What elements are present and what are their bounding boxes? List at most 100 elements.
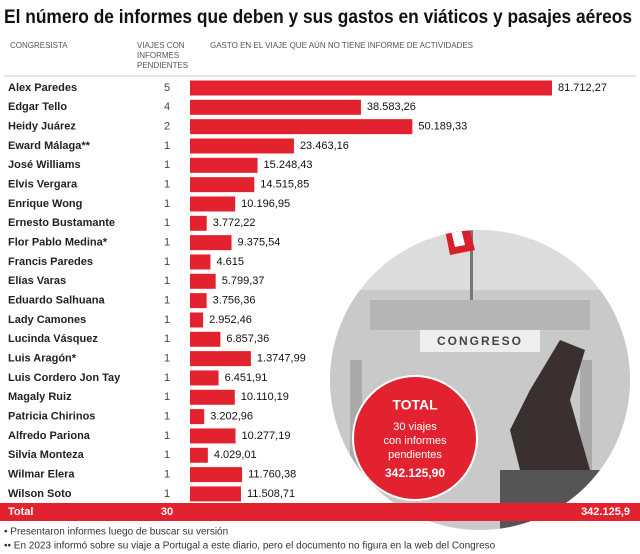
congress-member: Silvia Monteza xyxy=(8,449,85,461)
congress-member: Elvis Vergara xyxy=(8,179,78,191)
trip-count: 5 xyxy=(164,82,170,94)
congress-member: Lady Camones xyxy=(8,314,86,326)
callout-title: TOTAL xyxy=(392,397,438,413)
value-label: 6.857,36 xyxy=(226,333,269,345)
congress-member: Luis Cordero Jon Tay xyxy=(8,372,121,384)
footnote: • Presentaron informes luego de buscar s… xyxy=(4,527,228,538)
congress-member: Alfredo Pariona xyxy=(8,430,91,442)
trip-count: 4 xyxy=(164,101,170,113)
value-label: 10.277,19 xyxy=(242,430,291,442)
trip-count: 1 xyxy=(164,237,170,249)
statue xyxy=(510,340,590,470)
trip-count: 1 xyxy=(164,217,170,229)
callout-line: con informes xyxy=(384,435,447,447)
trip-count: 1 xyxy=(164,469,170,481)
bar xyxy=(190,467,243,483)
flag xyxy=(440,230,475,255)
value-label: 1.3747,99 xyxy=(257,353,306,365)
trip-count: 1 xyxy=(164,430,170,442)
total-callout: TOTAL 30 viajes con informes pendientes … xyxy=(352,375,478,501)
value-label: 6.451,91 xyxy=(225,372,268,384)
congress-member: José Williams xyxy=(8,159,81,171)
bar xyxy=(190,235,232,251)
total-band xyxy=(0,503,640,521)
congress-member: Heidy Juárez xyxy=(8,121,76,133)
bar xyxy=(190,447,208,463)
trip-count: 1 xyxy=(164,198,170,210)
congress-member: Patricia Chirinos xyxy=(8,411,95,423)
congress-member: Ernesto Bustamante xyxy=(8,217,115,229)
footnote: •• En 2023 informó sobre su viaje a Port… xyxy=(4,541,496,552)
bar xyxy=(190,196,236,212)
value-label: 5.799,37 xyxy=(222,275,265,287)
congress-member: Eward Málaga** xyxy=(8,140,91,152)
total-amount: 342.125,9 xyxy=(581,506,630,518)
bar xyxy=(190,273,216,289)
value-label: 10.110,19 xyxy=(241,391,289,403)
value-label: 23.463,16 xyxy=(300,140,349,152)
bar xyxy=(190,370,219,386)
value-label: 3.756,36 xyxy=(213,295,256,307)
col-header: CONGRESISTA xyxy=(10,41,68,50)
callout-amount: 342.125,90 xyxy=(385,466,445,480)
trip-count: 2 xyxy=(164,121,170,133)
col-header: GASTO EN EL VIAJE QUE AÚN NO TIENE INFOR… xyxy=(210,41,473,50)
bar xyxy=(190,177,255,193)
trip-count: 1 xyxy=(164,314,170,326)
congress-member: Lucinda Vásquez xyxy=(8,333,98,345)
bar xyxy=(190,389,235,405)
col-header: PENDIENTES xyxy=(137,61,188,70)
col-header: VIAJES CON xyxy=(137,41,185,50)
bar xyxy=(190,409,205,425)
congress-member: Eduardo Salhuana xyxy=(8,295,105,307)
congress-member: Luis Aragón* xyxy=(8,353,77,365)
value-label: 15.248,43 xyxy=(264,159,313,171)
trip-count: 1 xyxy=(164,488,170,500)
bar xyxy=(190,254,211,270)
value-label: 3.772,22 xyxy=(213,217,256,229)
bar xyxy=(190,80,552,96)
trip-count: 1 xyxy=(164,159,170,171)
bar xyxy=(190,293,207,309)
value-label: 4.615 xyxy=(216,256,244,268)
trip-count: 1 xyxy=(164,333,170,345)
value-label: 11.760,38 xyxy=(248,469,296,481)
trip-count: 1 xyxy=(164,353,170,365)
col-header: INFORMES xyxy=(137,51,179,60)
bar xyxy=(190,486,241,502)
value-label: 10.196,95 xyxy=(241,198,290,210)
congress-member: Magaly Ruiz xyxy=(8,391,72,403)
total-trips: 30 xyxy=(161,506,173,518)
trip-count: 1 xyxy=(164,449,170,461)
trip-count: 1 xyxy=(164,295,170,307)
value-label: 81.712,27 xyxy=(558,82,607,94)
value-label: 3.202,96 xyxy=(210,411,253,423)
value-label: 14.515,85 xyxy=(260,179,309,191)
bar xyxy=(190,138,294,154)
bar xyxy=(190,351,251,367)
value-label: 11.508,71 xyxy=(247,488,295,500)
congress-member: Elías Varas xyxy=(8,275,66,287)
bar xyxy=(190,331,221,347)
trip-count: 1 xyxy=(164,140,170,152)
congress-member: Flor Pablo Medina* xyxy=(8,237,108,249)
congress-member: Wilson Soto xyxy=(8,488,72,500)
trip-count: 1 xyxy=(164,411,170,423)
title: El número de informes que deben y sus ga… xyxy=(4,7,632,28)
total-label: Total xyxy=(8,506,33,518)
congress-member: Wilmar Elera xyxy=(8,469,75,481)
value-label: 4.029,01 xyxy=(214,449,257,461)
sign-text: CONGRESO xyxy=(437,334,523,348)
pediment xyxy=(370,300,590,330)
bar xyxy=(190,119,413,135)
trip-count: 1 xyxy=(164,372,170,384)
value-label: 9.375,54 xyxy=(238,237,281,249)
value-label: 50.189,33 xyxy=(418,121,467,133)
sign-plate xyxy=(420,330,540,352)
congress-member: Edgar Tello xyxy=(8,101,67,113)
bar xyxy=(190,428,236,444)
bar xyxy=(190,99,361,115)
trip-count: 1 xyxy=(164,179,170,191)
trip-count: 1 xyxy=(164,275,170,287)
